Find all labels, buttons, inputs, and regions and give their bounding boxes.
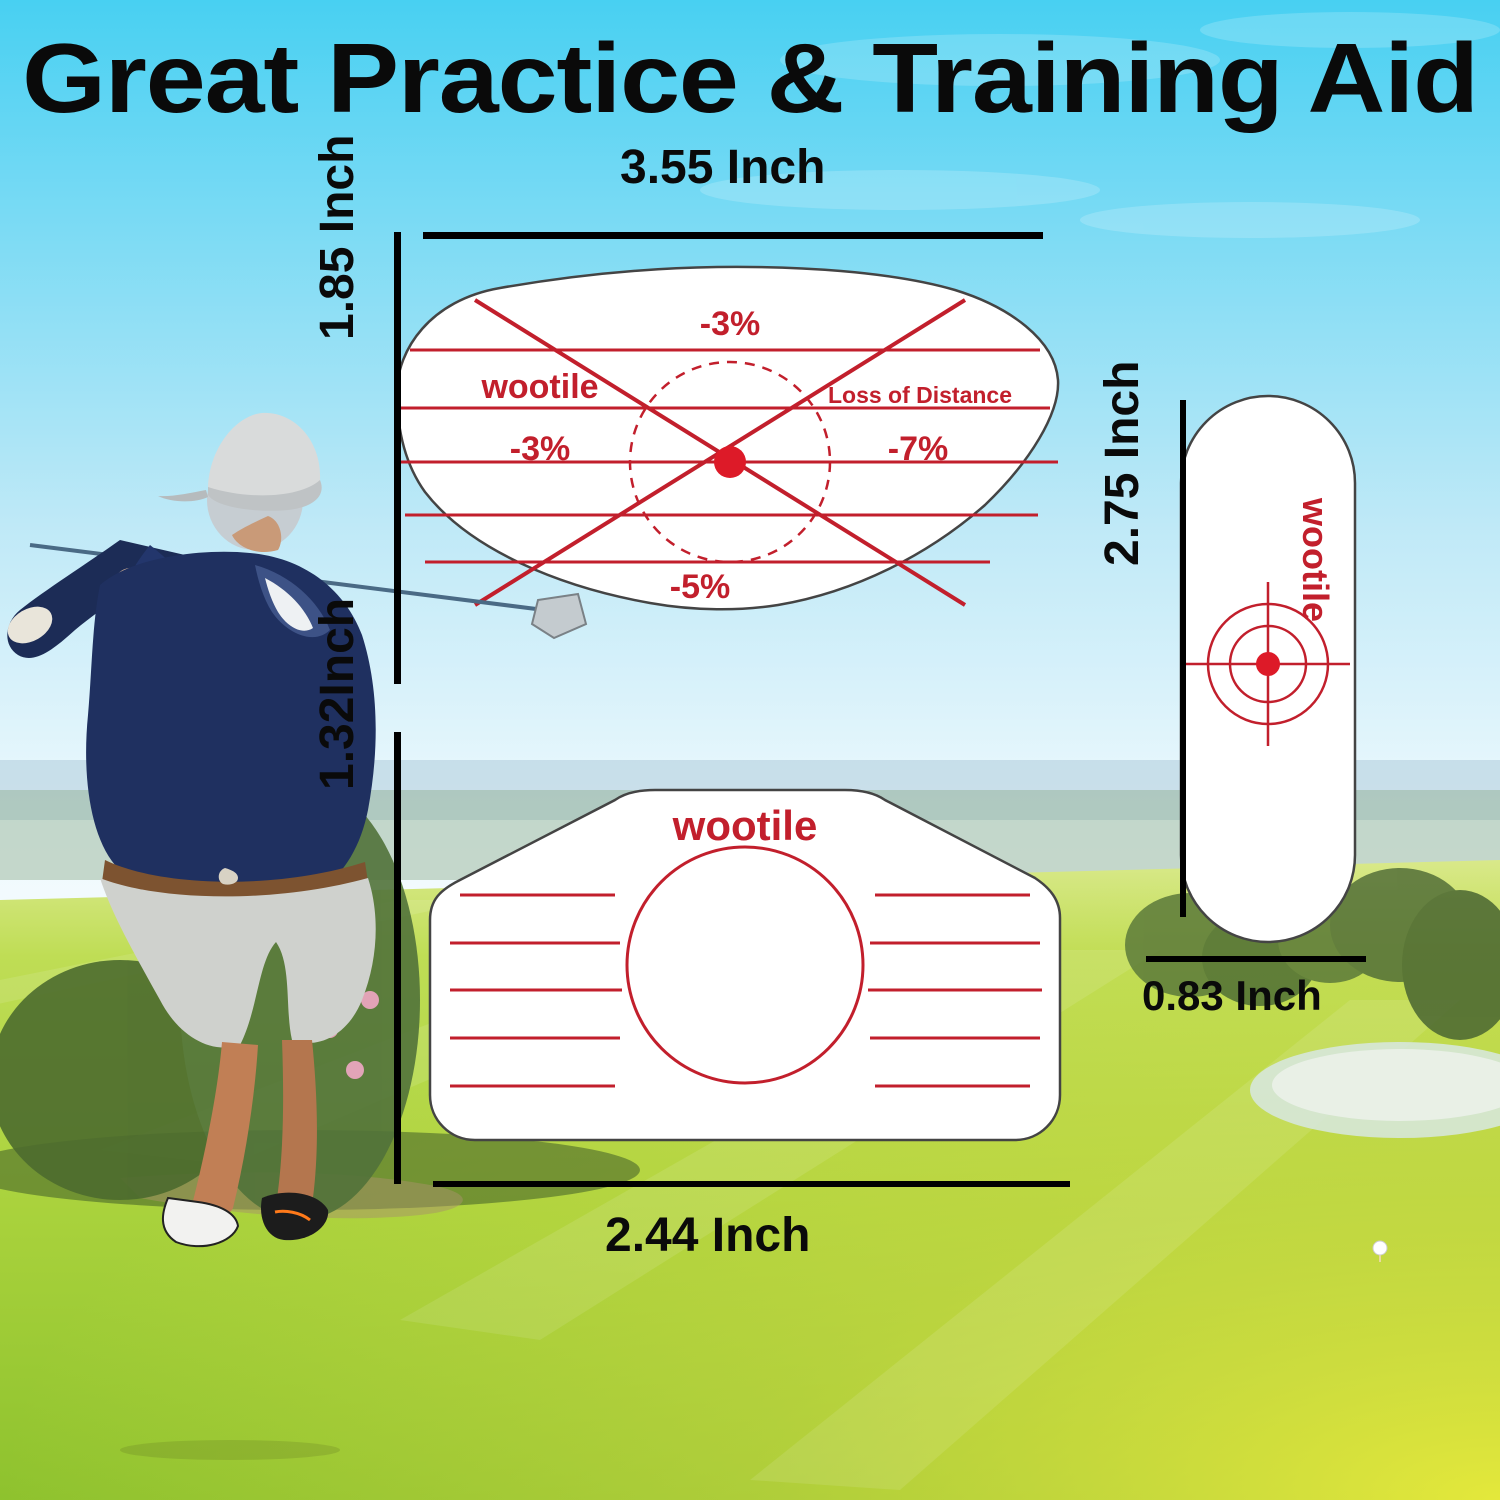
svg-text:wootile: wootile (480, 368, 598, 406)
svg-text:wootile: wootile (1295, 497, 1336, 622)
svg-text:Loss of Distance: Loss of Distance (828, 382, 1012, 408)
svg-text:-5%: -5% (670, 568, 730, 606)
svg-text:wootile: wootile (672, 802, 818, 849)
svg-text:-7%: -7% (888, 430, 948, 468)
svg-text:-3%: -3% (510, 430, 570, 468)
svg-text:-3%: -3% (700, 305, 760, 343)
